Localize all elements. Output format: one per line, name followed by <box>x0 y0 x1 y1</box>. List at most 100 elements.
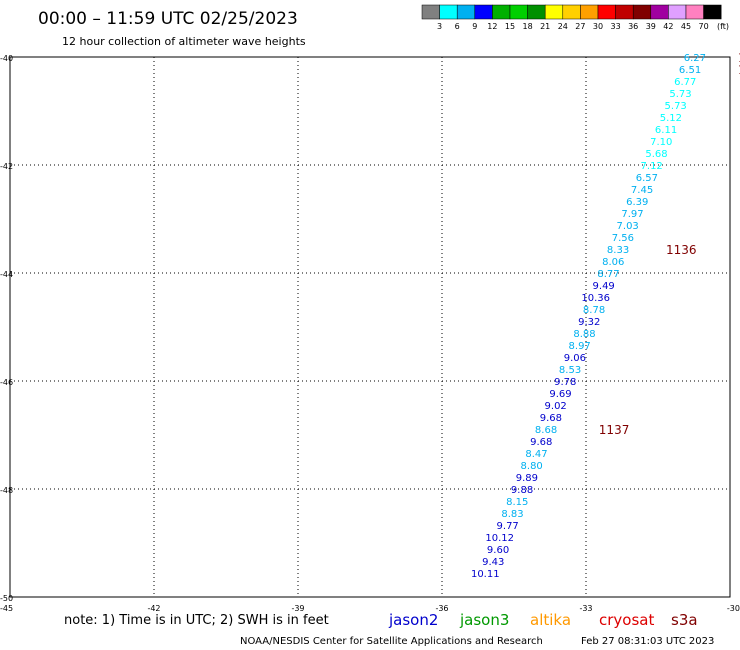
color-scale-swatch <box>421 4 440 20</box>
color-scale-swatch <box>544 4 564 20</box>
satellite-legend-item: jason2 <box>388 611 438 629</box>
wave-height-label: 7.97 <box>621 209 643 220</box>
wave-height-label: 9.68 <box>540 413 562 424</box>
color-scale-swatch <box>527 4 546 20</box>
wave-height-label: 5.68 <box>645 149 667 160</box>
pass-number-label: 1137 <box>599 423 630 437</box>
y-tick-labels: -40 -42 -44 -46 -48 -50 <box>0 54 13 603</box>
wave-height-observations: 6.276.516.775.735.735.126.117.105.687.12… <box>471 53 706 580</box>
wave-height-label: 9.49 <box>593 281 615 292</box>
wave-height-label: 5.73 <box>665 101 687 112</box>
x-tick-label: -30 <box>727 604 740 613</box>
x-tick-label: -42 <box>147 604 160 613</box>
color-scale-swatch <box>703 4 722 20</box>
wave-height-label: 8.83 <box>501 509 523 520</box>
footer-credit: NOAA/NESDIS Center for Satellite Applica… <box>240 636 543 647</box>
wave-height-label: 8.78 <box>583 305 605 316</box>
color-scale-swatch <box>439 4 458 20</box>
pass-number-label: 11 <box>738 63 740 77</box>
wave-height-label: 9.78 <box>554 377 576 388</box>
color-scale-swatch <box>668 4 687 20</box>
color-scale-swatch <box>650 4 669 20</box>
color-scale-label: 70 <box>699 22 709 31</box>
y-tick-label: -42 <box>0 162 13 171</box>
color-scale-label: 39 <box>646 22 656 31</box>
color-scale-swatch <box>580 4 599 20</box>
color-scale-label: 27 <box>575 22 585 31</box>
wave-height-label: 7.10 <box>650 137 672 148</box>
wave-height-label: 9.32 <box>578 317 600 328</box>
wave-height-label: 9.89 <box>516 473 538 484</box>
grid-lines <box>10 57 730 597</box>
satellite-legend-item: jason3 <box>459 611 509 629</box>
pass-number-label: 1136 <box>666 243 697 257</box>
wave-height-label: 6.39 <box>626 197 648 208</box>
wave-height-label: 6.57 <box>636 173 658 184</box>
color-scale-label: 42 <box>663 22 673 31</box>
color-scale-swatch <box>509 4 528 20</box>
color-scale-swatch <box>456 4 476 20</box>
color-scale-label: 3 <box>437 22 442 31</box>
x-tick-labels: -45 -42 -39 -36 -33 -30 <box>0 604 740 613</box>
color-scale-label: 9 <box>472 22 477 31</box>
wave-height-label: 7.56 <box>612 233 634 244</box>
wave-height-label: 7.03 <box>617 221 639 232</box>
satellite-legend: jason2 jason3 altika cryosat s3a <box>388 611 698 629</box>
y-tick-label: -44 <box>0 270 13 279</box>
wave-height-label: 6.11 <box>655 125 677 136</box>
wave-height-label: 9.68 <box>530 437 552 448</box>
color-scale-unit: (ft) <box>717 22 729 31</box>
wave-height-label: 7.12 <box>641 161 663 172</box>
wave-height-label: 8.06 <box>602 257 624 268</box>
wave-height-label: 9.88 <box>511 485 533 496</box>
color-scale-swatch <box>615 4 634 20</box>
wave-height-label: 6.77 <box>674 77 696 88</box>
color-scale-swatch <box>685 4 704 20</box>
wave-height-label: 8.97 <box>569 341 591 352</box>
x-tick-label: -45 <box>0 604 13 613</box>
wave-height-label: 8.80 <box>521 461 543 472</box>
wave-height-label: 9.43 <box>482 557 504 568</box>
wave-height-label: 8.77 <box>597 269 619 280</box>
x-tick-label: -33 <box>579 604 592 613</box>
wave-height-label: 10.12 <box>485 533 514 544</box>
color-scale-label: 12 <box>487 22 497 31</box>
wave-height-label: 7.45 <box>631 185 653 196</box>
wave-height-label: 9.69 <box>549 389 571 400</box>
y-tick-label: -40 <box>0 54 13 63</box>
wave-height-label: 5.12 <box>660 113 682 124</box>
color-scale-label: 45 <box>681 22 691 31</box>
wave-height-label: 8.88 <box>573 329 595 340</box>
wave-height-label: 10.36 <box>581 293 610 304</box>
wave-height-label: 9.77 <box>497 521 519 532</box>
color-scale-swatch <box>474 4 493 20</box>
satellite-legend-item: cryosat <box>599 611 654 629</box>
color-scale-label: 24 <box>558 22 568 31</box>
footer-note: note: 1) Time is in UTC; 2) SWH is in fe… <box>64 613 329 628</box>
pass-number-label: 11 <box>738 51 740 65</box>
wave-height-label: 8.68 <box>535 425 557 436</box>
satellite-legend-item: altika <box>530 611 571 629</box>
plot-area: -40 -42 -44 -46 -48 -50 -45 -42 -39 -36 -33 -30 6.… <box>0 51 740 613</box>
chart-title: 00:00 – 11:59 UTC 02/25/2023 <box>38 9 298 29</box>
color-scale-swatch <box>597 4 616 20</box>
wave-height-label: 8.53 <box>559 365 581 376</box>
y-tick-label: -50 <box>0 594 13 603</box>
color-scale-label: 36 <box>628 22 638 31</box>
color-scale-legend: 3 6 9 12 15 18 21 24 27 30 33 36 39 42 45 70 (ft) <box>421 4 729 31</box>
wave-height-label: 9.02 <box>545 401 567 412</box>
plot-frame <box>9 56 731 598</box>
wave-height-label: 8.33 <box>607 245 629 256</box>
wave-height-label: 6.27 <box>684 53 706 64</box>
wave-height-label: 9.06 <box>564 353 586 364</box>
color-scale-label: 15 <box>505 22 515 31</box>
satellite-legend-item: s3a <box>671 611 698 629</box>
wave-height-label: 5.73 <box>669 89 691 100</box>
color-scale-label: 33 <box>611 22 621 31</box>
x-tick-label: -39 <box>291 604 304 613</box>
wave-height-label: 8.15 <box>506 497 528 508</box>
x-tick-label: -36 <box>435 604 448 613</box>
footer-timestamp: Feb 27 08:31:03 UTC 2023 <box>581 636 714 647</box>
wave-height-label: 8.47 <box>525 449 547 460</box>
